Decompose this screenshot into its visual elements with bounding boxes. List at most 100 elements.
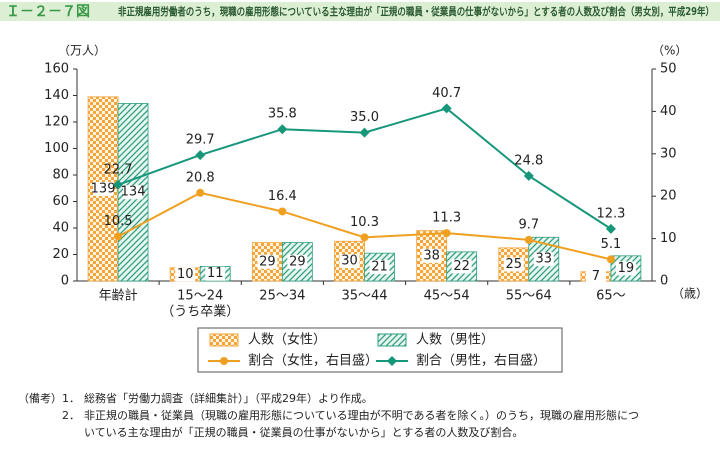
marker xyxy=(523,170,534,181)
line-label: 40.7 xyxy=(432,86,461,101)
legend-label: 割合（女性，右目盛） xyxy=(248,353,378,369)
marker xyxy=(196,188,205,197)
legend-label: 人数（男性） xyxy=(416,333,494,348)
x-tick-label: 65～ xyxy=(596,289,626,304)
marker xyxy=(359,127,370,138)
y-axis-label: （万人） xyxy=(58,44,106,58)
line-label: 10.5 xyxy=(104,214,133,229)
legend-marker xyxy=(387,356,397,366)
bar-label: 19 xyxy=(618,261,635,276)
notes-label: （備考） xyxy=(18,392,62,405)
line-label: 35.8 xyxy=(268,107,297,122)
marker xyxy=(113,179,124,190)
legend-label: 割合（男性，右目盛） xyxy=(416,353,546,369)
y2-tick-label: 40 xyxy=(660,104,677,119)
line-label: 16.4 xyxy=(268,189,297,204)
note-text: 総務省「労働力調査（詳細集計）」（平成29年）より作成。 xyxy=(84,391,373,405)
legend-swatch xyxy=(377,333,407,347)
x-tick-label: 25～34 xyxy=(259,289,305,304)
y-tick-label: 20 xyxy=(52,247,69,262)
bar-label: 25 xyxy=(506,257,523,272)
y2-tick-label: 30 xyxy=(660,146,677,161)
line-label: 11.3 xyxy=(432,211,461,226)
y-tick-label: 80 xyxy=(52,168,69,183)
note-text: 非正規の職員・従業員（現職の雇用形態についている理由が不明である者を除く。）のう… xyxy=(84,408,639,422)
bar-label: 22 xyxy=(453,259,470,274)
figure-label: Ｉ－２－７図 xyxy=(6,4,90,20)
marker xyxy=(524,235,533,244)
bar-label: 38 xyxy=(423,248,440,263)
x-tick-label: 年齢計 xyxy=(99,288,138,304)
y-tick-label: 120 xyxy=(44,115,69,130)
line-label: 22.7 xyxy=(104,162,133,177)
marker xyxy=(360,233,369,242)
y2-tick-label: 50 xyxy=(660,62,677,77)
line-label: 12.3 xyxy=(596,206,625,221)
line-label: 29.7 xyxy=(186,133,215,148)
bar-label-bg xyxy=(287,254,308,269)
bar-label-bg xyxy=(175,267,196,282)
line-label: 9.7 xyxy=(518,217,539,232)
bar-label-bg xyxy=(339,254,360,269)
y-tick-label: 160 xyxy=(44,62,69,77)
note-number: 1． xyxy=(62,392,80,405)
line-label: 5.1 xyxy=(601,237,622,252)
line-label: 24.8 xyxy=(514,153,543,168)
bar-label: 33 xyxy=(536,252,553,267)
legend-swatch xyxy=(209,333,239,347)
line-label: 20.8 xyxy=(186,170,215,185)
bar-label-bg xyxy=(451,259,472,274)
bar-label: 30 xyxy=(341,254,358,269)
marker xyxy=(195,150,206,161)
bar-label-bg xyxy=(421,248,442,263)
bar-label: 10 xyxy=(177,267,194,282)
bar-label: 29 xyxy=(259,254,276,269)
marker xyxy=(606,255,615,264)
bar-label-bg xyxy=(93,181,114,196)
bar-label: 11 xyxy=(207,266,224,281)
x-tick-label: 35～44 xyxy=(341,289,387,304)
marker xyxy=(441,103,452,114)
y-tick-label: 140 xyxy=(44,88,69,103)
y2-tick-label: 10 xyxy=(660,231,677,246)
legend-marker xyxy=(220,357,228,365)
bar-label: 7 xyxy=(592,269,600,284)
legend-box xyxy=(197,327,563,373)
y-tick-label: 40 xyxy=(52,221,69,236)
y-tick-label: 0 xyxy=(61,274,69,289)
y2-axis-label: （%） xyxy=(652,44,687,58)
bar-label-bg xyxy=(503,257,524,272)
bar-label: 21 xyxy=(371,260,388,275)
line xyxy=(117,107,612,230)
y2-tick-label: 0 xyxy=(660,274,668,289)
bar-label: 29 xyxy=(289,254,306,269)
x-tick-label: 55～64 xyxy=(506,289,552,304)
note-number: 2． xyxy=(62,409,80,422)
marker xyxy=(114,232,123,241)
legend-label: 人数（女性） xyxy=(248,332,326,348)
bar-label-bg xyxy=(585,269,606,284)
marker xyxy=(278,207,287,216)
bar-label-bg xyxy=(533,252,554,267)
bar-label: 139 xyxy=(91,181,116,196)
line-label: 35.0 xyxy=(350,110,379,125)
chart-title: 非正規雇用労働者のうち，現職の雇用形態についている主な理由が「正規の職員・従業員… xyxy=(118,5,714,18)
bar-label-bg xyxy=(369,260,390,275)
bar-label-bg xyxy=(205,266,226,281)
bar-label-bg xyxy=(615,261,636,276)
note-text: いている主な理由が「正規の職員・従業員の仕事がないから」とする者の人数及び割合。 xyxy=(84,425,523,439)
x-tick-label: 45～54 xyxy=(424,289,470,304)
x-tick-label: 15～24 xyxy=(177,289,223,304)
y-tick-label: 100 xyxy=(44,141,69,156)
marker xyxy=(605,223,616,234)
x-unit: （歳） xyxy=(672,287,708,301)
y-tick-label: 60 xyxy=(52,194,69,209)
line-label: 10.3 xyxy=(350,215,379,230)
marker xyxy=(442,229,451,238)
y2-tick-label: 20 xyxy=(660,189,677,204)
x-tick-note: （うち卒業） xyxy=(161,304,239,320)
bar-label-bg xyxy=(123,185,144,200)
marker xyxy=(277,124,288,135)
header-band xyxy=(0,2,720,21)
